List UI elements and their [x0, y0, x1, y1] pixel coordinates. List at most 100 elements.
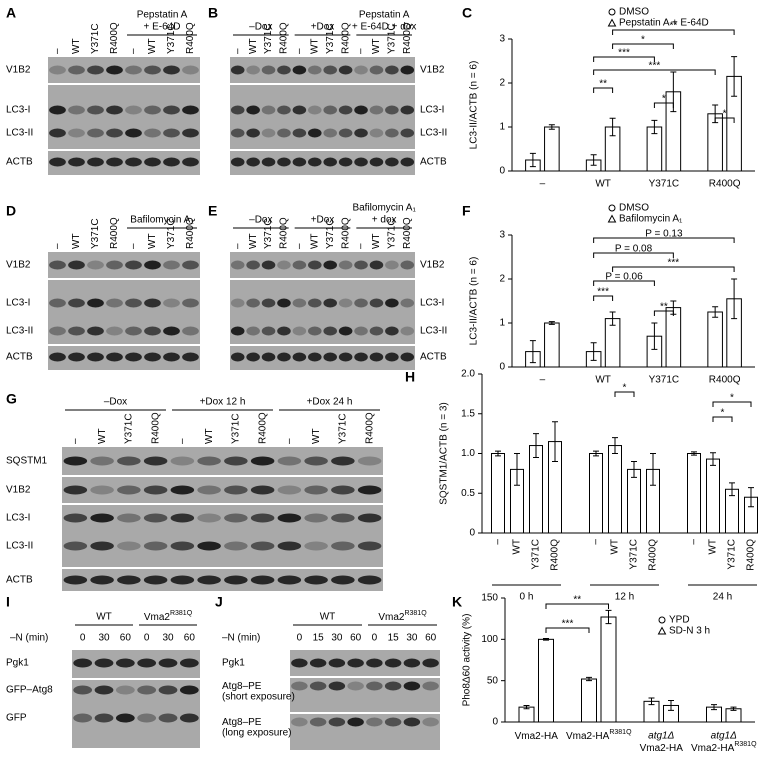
- band: [87, 65, 104, 75]
- band: [106, 157, 123, 167]
- row-label: LC3-I: [420, 105, 444, 116]
- band: [246, 298, 260, 308]
- band: [261, 326, 276, 336]
- group-label-main: Vma2: [378, 612, 405, 623]
- axis-label: –N (min): [222, 633, 260, 644]
- error-bar: [605, 609, 612, 625]
- y-tick-label: 3: [499, 34, 505, 45]
- band: [366, 717, 383, 727]
- panel-label: J: [215, 594, 223, 610]
- annotation: **: [573, 595, 581, 606]
- band: [250, 485, 275, 495]
- annotation: ***: [597, 287, 609, 298]
- band: [197, 485, 221, 495]
- x-tick-label-main: Vma2-HA: [566, 731, 610, 742]
- band: [182, 128, 199, 138]
- lane-label: –: [356, 48, 367, 54]
- lane-label: –: [356, 243, 367, 249]
- band: [182, 260, 199, 270]
- band: [338, 352, 353, 362]
- panel-label: E: [208, 203, 217, 219]
- band: [73, 658, 93, 668]
- band: [143, 485, 168, 495]
- lane-label: 30: [98, 633, 110, 644]
- axis-label: –N (min): [10, 633, 48, 644]
- band: [182, 352, 199, 362]
- band: [117, 485, 141, 495]
- row-label: LC3-I: [6, 513, 30, 524]
- x-tick-label: Vma2-HA: [515, 731, 559, 742]
- band: [328, 681, 346, 691]
- group-label: +Dox: [311, 22, 335, 33]
- band: [163, 65, 180, 75]
- bar: [529, 445, 543, 534]
- x-tick-label: Y371C: [727, 539, 738, 570]
- band: [347, 658, 364, 668]
- bracket: [593, 295, 614, 301]
- band: [338, 298, 353, 308]
- lane-label: 0: [80, 633, 86, 644]
- band: [125, 157, 142, 167]
- lane-label: Y371C: [166, 218, 177, 249]
- lane-label: R400Q: [257, 412, 268, 444]
- legend-label: DMSO: [619, 7, 649, 18]
- band: [170, 485, 195, 495]
- band: [308, 128, 322, 138]
- x-tick-label-sup: R381Q: [734, 741, 757, 748]
- error-bar: [590, 154, 597, 166]
- blot-image: [230, 346, 415, 370]
- error-bar: [631, 460, 637, 478]
- y-tick-label: 0.5: [461, 488, 475, 499]
- band: [106, 352, 123, 362]
- band: [369, 352, 384, 362]
- blot-image: [72, 650, 200, 678]
- legend-symbol: [607, 214, 617, 223]
- row-label: SQSTM1: [6, 456, 48, 467]
- panel-label: G: [6, 391, 17, 407]
- band: [354, 128, 368, 138]
- lane-label: 60: [350, 633, 362, 644]
- band: [246, 260, 260, 270]
- x-tick-label: WT: [708, 539, 719, 555]
- band: [197, 513, 221, 523]
- annotation: **: [599, 79, 607, 90]
- error-bar: [651, 322, 658, 350]
- bracket: [545, 603, 609, 609]
- panel-label: A: [6, 5, 16, 21]
- row-label: Pgk1: [6, 658, 29, 669]
- band: [323, 260, 337, 270]
- lane-label: –: [52, 48, 63, 54]
- legend-label: DMSO: [619, 203, 649, 214]
- band: [125, 298, 142, 308]
- band: [261, 65, 276, 75]
- band: [90, 575, 114, 585]
- x-tick-label: –: [540, 179, 546, 190]
- y-tick-label: 2: [499, 274, 505, 285]
- bar: [707, 311, 723, 368]
- band: [144, 298, 161, 308]
- bracket: [612, 266, 735, 272]
- band: [87, 157, 104, 167]
- band: [304, 485, 328, 495]
- band: [291, 717, 308, 727]
- band: [224, 485, 248, 495]
- band: [400, 298, 415, 308]
- y-axis-label: SQSTM1/ACTB (n = 3): [439, 402, 450, 505]
- band: [277, 298, 291, 308]
- blot-image: [230, 280, 415, 344]
- band: [68, 105, 85, 115]
- row-label: LC3-I: [6, 105, 30, 116]
- band: [277, 485, 302, 495]
- lane-label: R400Q: [402, 217, 413, 249]
- band: [369, 65, 384, 75]
- band: [117, 575, 141, 585]
- error-bar: [711, 704, 717, 711]
- band: [246, 326, 260, 336]
- row-label: V1B2: [6, 485, 31, 496]
- band: [144, 105, 161, 115]
- band: [143, 456, 168, 466]
- band: [49, 128, 66, 138]
- annotation: ***: [668, 258, 680, 269]
- bracket: [612, 29, 735, 35]
